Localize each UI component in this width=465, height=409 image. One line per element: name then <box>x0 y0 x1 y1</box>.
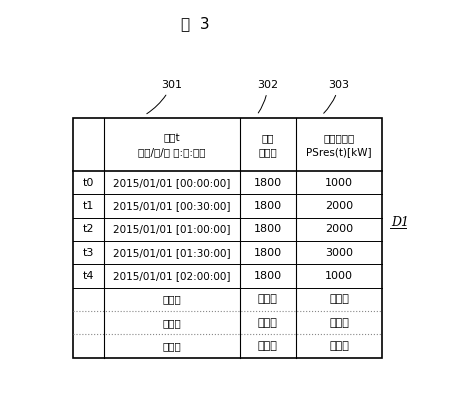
Text: 303: 303 <box>324 80 350 113</box>
Text: t4: t4 <box>82 271 94 281</box>
Text: 2015/01/01 [00:00:00]: 2015/01/01 [00:00:00] <box>113 178 230 188</box>
Text: 2000: 2000 <box>325 201 353 211</box>
Text: 2015/01/01 [00:30:00]: 2015/01/01 [00:30:00] <box>113 201 231 211</box>
Text: t1: t1 <box>82 201 94 211</box>
Text: 期間
〔秒〕: 期間 〔秒〕 <box>259 133 277 157</box>
Text: t2: t2 <box>82 225 94 234</box>
Text: ・・・: ・・・ <box>258 294 278 304</box>
Text: 1800: 1800 <box>254 178 282 188</box>
Text: ・・・: ・・・ <box>329 294 349 304</box>
Text: D1: D1 <box>392 216 410 229</box>
Text: ・・・: ・・・ <box>258 318 278 328</box>
Text: 2015/01/01 [01:00:00]: 2015/01/01 [01:00:00] <box>113 225 231 234</box>
Text: 301: 301 <box>147 80 182 114</box>
Text: 2015/01/01 [01:30:00]: 2015/01/01 [01:30:00] <box>113 248 231 258</box>
Text: ・・・: ・・・ <box>162 341 181 351</box>
Bar <box>73 118 382 358</box>
Text: 1800: 1800 <box>254 271 282 281</box>
Text: ・・・: ・・・ <box>162 294 181 304</box>
Text: 時刻t
〔年/月/日 時:分:秒〕: 時刻t 〔年/月/日 時:分:秒〕 <box>138 133 206 157</box>
Text: 1800: 1800 <box>254 225 282 234</box>
Text: 必要予備力
PSres(t)[kW]: 必要予備力 PSres(t)[kW] <box>306 133 372 157</box>
Text: 2000: 2000 <box>325 225 353 234</box>
Text: 1000: 1000 <box>325 271 353 281</box>
Text: ・・・: ・・・ <box>258 341 278 351</box>
Text: t0: t0 <box>82 178 94 188</box>
Text: ・・・: ・・・ <box>329 341 349 351</box>
Text: 1000: 1000 <box>325 178 353 188</box>
Text: 3000: 3000 <box>325 248 353 258</box>
Text: 302: 302 <box>257 80 279 113</box>
Text: 2015/01/01 [02:00:00]: 2015/01/01 [02:00:00] <box>113 271 231 281</box>
Text: ・・・: ・・・ <box>329 318 349 328</box>
Text: ・・・: ・・・ <box>162 318 181 328</box>
Text: 1800: 1800 <box>254 248 282 258</box>
Text: t3: t3 <box>82 248 94 258</box>
Text: 1800: 1800 <box>254 201 282 211</box>
Text: 図  3: 図 3 <box>181 16 210 31</box>
